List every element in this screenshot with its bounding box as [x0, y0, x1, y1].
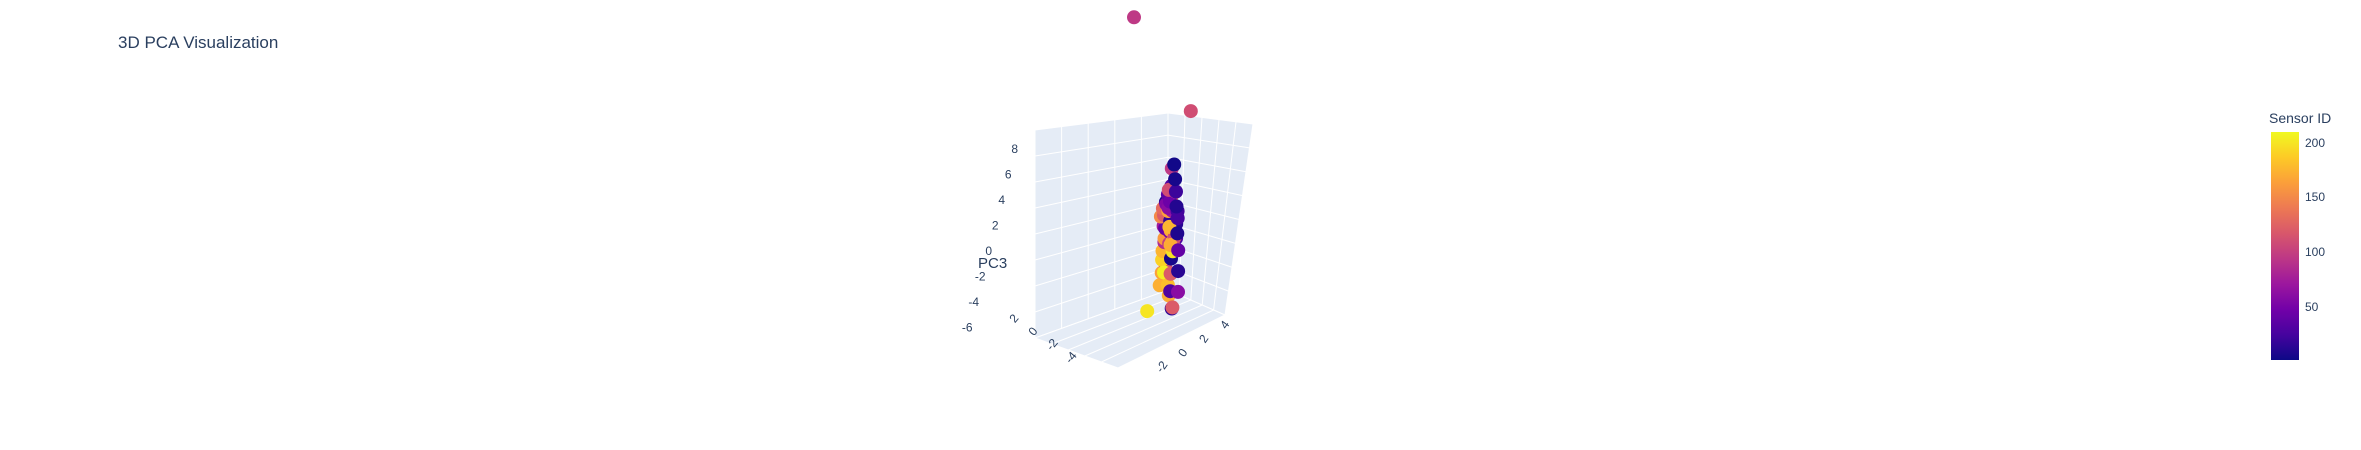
x-tick-label: 2: [1196, 332, 1211, 346]
data-point: [1183, 104, 1198, 119]
grid-line: [1167, 134, 1250, 149]
grid-line: [1034, 134, 1169, 157]
colorbar-tick-label: 150: [2305, 190, 2326, 205]
grid-line: [1034, 156, 1169, 183]
grid-line: [1034, 178, 1169, 209]
data-points: [1127, 10, 1198, 319]
colorbar-tick-label: 200: [2305, 135, 2326, 150]
z-tick-label: 6: [1005, 168, 1012, 182]
y-tick-label: 2: [1006, 311, 1021, 325]
colorbar-tick-label: 50: [2305, 299, 2319, 314]
z-tick-label: 8: [1011, 142, 1018, 156]
grid-line: [1101, 309, 1214, 363]
grid-line: [1084, 304, 1203, 357]
colorbar-gradient: [2271, 132, 2299, 360]
data-point: [1127, 10, 1141, 25]
grid-line: [1201, 119, 1220, 306]
grid-line: [1190, 117, 1203, 301]
x-tick-label: 4: [1217, 318, 1232, 332]
z-tick-label: 2: [992, 219, 999, 233]
data-point: [1171, 243, 1186, 258]
grid-line: [1034, 267, 1169, 313]
x-tick-label: 0: [1175, 346, 1190, 360]
chart-title: 3D PCA Visualization: [118, 33, 279, 52]
z-tick-label: -6: [962, 321, 973, 335]
x-tick-label: -2: [1153, 358, 1171, 375]
z-tick-label: -2: [975, 270, 986, 284]
data-point: [1168, 172, 1183, 187]
data-point: [1171, 264, 1186, 279]
colorbar-tick-label: 100: [2305, 245, 2326, 259]
z-tick-label: -4: [968, 295, 979, 309]
data-point: [1140, 304, 1155, 319]
z-tick-label: 0: [985, 244, 992, 258]
grid-line: [1213, 121, 1237, 311]
data-point: [1167, 157, 1182, 172]
colorbar-title: Sensor ID: [2269, 110, 2332, 126]
data-point: [1169, 184, 1183, 199]
data-point: [1165, 300, 1180, 315]
data-point: [1170, 211, 1185, 226]
grid-line: [1051, 294, 1180, 345]
grid-line: [1167, 156, 1247, 173]
z-axis-title: PC3: [978, 255, 1007, 272]
z-tick-label: 4: [998, 193, 1005, 207]
grid-line: [1034, 223, 1169, 261]
grid-line: [1034, 245, 1169, 287]
data-point: [1171, 284, 1185, 299]
data-point: [1169, 199, 1184, 214]
grid-line: [1034, 201, 1169, 235]
data-point: [1170, 226, 1185, 241]
